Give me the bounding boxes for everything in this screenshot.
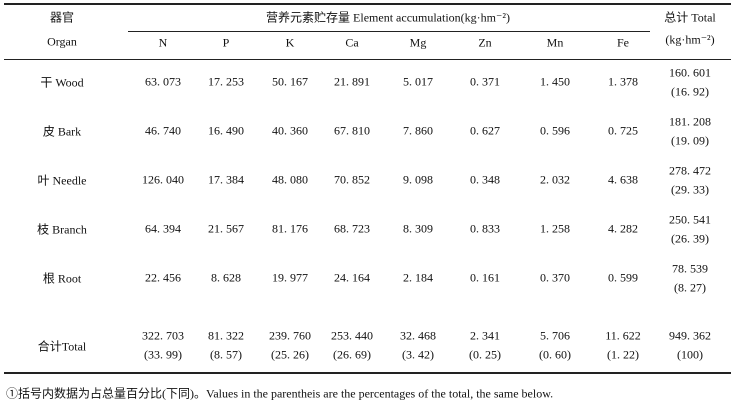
cell-value: 2. 184 bbox=[403, 270, 433, 285]
header-group: 营养元素贮存量 Element accumulation(kg·hm⁻²) bbox=[266, 10, 510, 25]
total-row-pct: (3. 42) bbox=[402, 347, 434, 362]
cell-value: 21. 891 bbox=[334, 74, 370, 89]
column-header: P bbox=[222, 35, 230, 50]
organ-label: 枝 Branch bbox=[37, 222, 87, 237]
cell-value: 40. 360 bbox=[272, 123, 308, 138]
cell-value: 81. 176 bbox=[272, 221, 308, 236]
total-row-value: 32. 468 bbox=[400, 328, 436, 343]
header-rule bbox=[4, 59, 731, 60]
total-pct: (19. 09) bbox=[671, 133, 709, 148]
total-row-pct: (25. 26) bbox=[271, 347, 309, 362]
header-organ-zh: 器官 bbox=[49, 10, 75, 25]
organ-label: 皮 Bark bbox=[42, 124, 82, 139]
header-total: 总计 Total bbox=[664, 10, 716, 25]
grand-total-pct: (100) bbox=[677, 347, 703, 362]
cell-value: 0. 627 bbox=[470, 123, 500, 138]
cell-value: 4. 638 bbox=[608, 172, 638, 187]
total-value: 78. 539 bbox=[672, 261, 708, 276]
total-row-pct: (33. 99) bbox=[144, 347, 182, 362]
cell-value: 0. 161 bbox=[470, 270, 500, 285]
column-header: Zn bbox=[478, 35, 492, 50]
organ-label: 根 Root bbox=[42, 271, 82, 286]
total-row-value: 253. 440 bbox=[331, 328, 373, 343]
total-pct: (8. 27) bbox=[674, 280, 706, 295]
column-header: N bbox=[158, 35, 168, 50]
cell-value: 19. 977 bbox=[272, 270, 308, 285]
organ-label: 叶 Needle bbox=[37, 173, 87, 188]
cell-value: 64. 394 bbox=[145, 221, 181, 236]
total-row-value: 5. 706 bbox=[540, 328, 570, 343]
cell-value: 48. 080 bbox=[272, 172, 308, 187]
header-total-unit: (kg·hm⁻²) bbox=[665, 32, 715, 47]
organ-label: 干 Wood bbox=[40, 75, 84, 90]
total-pct: (16. 92) bbox=[671, 84, 709, 99]
cell-value: 63. 073 bbox=[145, 74, 181, 89]
total-pct: (26. 39) bbox=[671, 231, 709, 246]
total-row-value: 2. 341 bbox=[470, 328, 500, 343]
cell-value: 24. 164 bbox=[334, 270, 370, 285]
total-value: 278. 472 bbox=[669, 163, 711, 178]
total-row-pct: (0. 25) bbox=[469, 347, 501, 362]
cell-value: 8. 628 bbox=[211, 270, 241, 285]
total-value: 181. 208 bbox=[669, 114, 711, 129]
total-row-pct: (0. 60) bbox=[539, 347, 571, 362]
cell-value: 0. 725 bbox=[608, 123, 638, 138]
cell-value: 7. 860 bbox=[403, 123, 433, 138]
cell-value: 50. 167 bbox=[272, 74, 308, 89]
cell-value: 1. 258 bbox=[540, 221, 570, 236]
cell-value: 17. 253 bbox=[208, 74, 244, 89]
cell-value: 67. 810 bbox=[334, 123, 370, 138]
total-pct: (29. 33) bbox=[671, 182, 709, 197]
cell-value: 46. 740 bbox=[145, 123, 181, 138]
cell-value: 21. 567 bbox=[208, 221, 244, 236]
column-header: Mn bbox=[546, 35, 564, 50]
total-row-value: 81. 322 bbox=[208, 328, 244, 343]
cell-value: 126. 040 bbox=[142, 172, 184, 187]
cell-value: 0. 596 bbox=[540, 123, 570, 138]
column-header: Mg bbox=[409, 35, 427, 50]
total-row-pct: (1. 22) bbox=[607, 347, 639, 362]
cell-value: 0. 599 bbox=[608, 270, 638, 285]
cell-value: 0. 348 bbox=[470, 172, 500, 187]
group-rule bbox=[128, 31, 650, 32]
cell-value: 0. 833 bbox=[470, 221, 500, 236]
header-organ-en: Organ bbox=[47, 34, 77, 49]
cell-value: 8. 309 bbox=[403, 221, 433, 236]
footnote: ①括号内数据为占总量百分比(下同)。Values in the parenthe… bbox=[6, 386, 554, 401]
cell-value: 68. 723 bbox=[334, 221, 370, 236]
cell-value: 16. 490 bbox=[208, 123, 244, 138]
total-row-label: 合计Total bbox=[37, 339, 87, 354]
total-value: 250. 541 bbox=[669, 212, 711, 227]
top-rule bbox=[4, 3, 731, 5]
total-value: 160. 601 bbox=[669, 65, 711, 80]
total-row-value: 239. 760 bbox=[269, 328, 311, 343]
column-header: Fe bbox=[617, 35, 629, 50]
total-row-pct: (26. 69) bbox=[333, 347, 371, 362]
cell-value: 17. 384 bbox=[208, 172, 244, 187]
cell-value: 2. 032 bbox=[540, 172, 570, 187]
column-header: K bbox=[285, 35, 295, 50]
bottom-rule bbox=[4, 372, 731, 374]
column-header: Ca bbox=[345, 35, 359, 50]
total-row-pct: (8. 57) bbox=[210, 347, 242, 362]
cell-value: 70. 852 bbox=[334, 172, 370, 187]
total-row-value: 322. 703 bbox=[142, 328, 184, 343]
cell-value: 1. 378 bbox=[608, 74, 638, 89]
total-row-value: 11. 622 bbox=[605, 328, 641, 343]
cell-value: 0. 370 bbox=[540, 270, 570, 285]
cell-value: 1. 450 bbox=[540, 74, 570, 89]
cell-value: 9. 098 bbox=[403, 172, 433, 187]
cell-value: 4. 282 bbox=[608, 221, 638, 236]
grand-total: 949. 362 bbox=[669, 328, 711, 343]
cell-value: 5. 017 bbox=[403, 74, 433, 89]
cell-value: 0. 371 bbox=[470, 74, 500, 89]
cell-value: 22. 456 bbox=[145, 270, 181, 285]
